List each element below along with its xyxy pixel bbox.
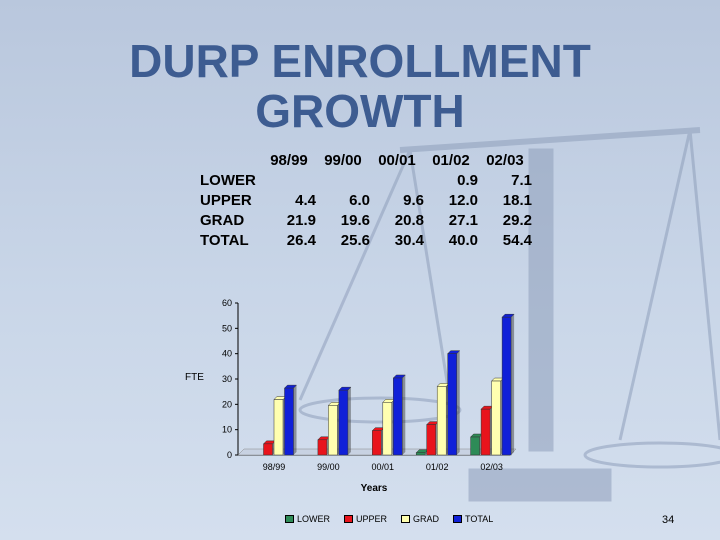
table-cell: 30.4 (394, 231, 424, 249)
bar-side (347, 387, 351, 455)
legend-swatch (344, 515, 354, 523)
bar-upper (317, 439, 328, 456)
table-cell: 6.0 (349, 191, 370, 209)
row-label: GRAD (200, 211, 245, 229)
x-axis-label: Years (361, 483, 388, 494)
y-tick-label: 30 (222, 374, 232, 384)
table-cell: 29.2 (502, 211, 532, 229)
bar-upper (480, 408, 491, 456)
table-cell: 4.4 (295, 191, 316, 209)
x-tick-label: 02/03 (480, 462, 503, 472)
chart-legend: LOWER UPPER GRAD TOTAL (285, 514, 493, 524)
table-cell: 26.4 (286, 231, 316, 249)
bar-grad (382, 402, 393, 456)
table-cell: 7.1 (511, 171, 532, 189)
bar-total (338, 389, 349, 456)
x-tick-label: 99/00 (317, 462, 340, 472)
enrollment-table: 98/99 99/00 00/01 01/02 02/03 LOWER 0.9 … (200, 150, 532, 250)
bar-side (456, 350, 460, 455)
y-tick-label: 10 (222, 425, 232, 435)
legend-label: GRAD (413, 514, 440, 524)
bar-upper (426, 424, 436, 456)
bar-upper (372, 430, 382, 456)
x-tick-label: 00/01 (372, 462, 395, 472)
bar-lower (415, 452, 426, 456)
title-line-2: GROWTH (255, 85, 465, 137)
bar-total (284, 387, 294, 456)
bar-grad (491, 380, 501, 456)
table-cell: 21.9 (286, 211, 316, 229)
table-cell: 19.6 (340, 211, 370, 229)
title-line-1: DURP ENROLLMENT (129, 35, 591, 87)
table-header: 99/00 (324, 151, 362, 169)
legend-label: TOTAL (465, 514, 494, 524)
x-tick-label: 01/02 (426, 462, 449, 472)
legend-item: UPPER (344, 514, 387, 524)
legend-label: UPPER (356, 514, 388, 524)
row-label: TOTAL (200, 231, 249, 249)
legend-swatch (401, 515, 411, 523)
bar-lower (470, 436, 480, 456)
table-cell: 54.4 (502, 231, 532, 249)
y-tick-label: 0 (227, 450, 232, 460)
legend-swatch (285, 515, 294, 523)
table-cell: 27.1 (448, 211, 478, 229)
y-tick-label: 40 (222, 349, 232, 359)
x-tick-label: 98/99 (263, 462, 286, 472)
bar-grad (273, 399, 284, 456)
table-cell: 25.6 (340, 231, 370, 249)
legend-item: TOTAL (453, 514, 493, 524)
table-header: 01/02 (432, 151, 470, 169)
bar-side (293, 385, 297, 455)
table-row: LOWER 0.9 7.1 (200, 170, 532, 190)
row-label: LOWER (200, 171, 256, 189)
table-cell: 12.0 (448, 191, 478, 209)
bar-side (511, 314, 515, 455)
legend-item: LOWER (285, 514, 330, 524)
y-tick-label: 60 (222, 298, 232, 308)
bar-total (501, 316, 512, 456)
table-header: 00/01 (378, 151, 416, 169)
table-cell: 20.8 (394, 211, 424, 229)
legend-item: GRAD (401, 514, 439, 524)
page-number: 34 (662, 514, 675, 526)
bar-total (393, 377, 403, 456)
y-axis-label: FTE (185, 372, 204, 383)
table-row: TOTAL 26.4 25.6 30.4 40.0 54.4 (200, 230, 532, 250)
bar-grad (328, 405, 338, 456)
slide-title: DURP ENROLLMENT GROWTH (0, 36, 720, 136)
table-cell: 40.0 (448, 231, 478, 249)
table-row: UPPER 4.4 6.0 9.6 12.0 18.1 (200, 190, 532, 210)
bar-grad (436, 386, 447, 456)
bar-side (402, 374, 406, 455)
bar-total (447, 353, 457, 456)
row-label: UPPER (200, 191, 252, 209)
table-cell: 18.1 (502, 191, 532, 209)
table-cell: 0.9 (457, 171, 478, 189)
table-cell: 9.6 (403, 191, 424, 209)
table-header-row: 98/99 99/00 00/01 01/02 02/03 (200, 150, 532, 170)
legend-label: LOWER (297, 514, 331, 524)
y-tick-label: 20 (222, 399, 232, 409)
legend-swatch (453, 515, 463, 523)
y-tick-label: 50 (222, 323, 232, 333)
table-header: 02/03 (486, 151, 524, 169)
bar-upper (263, 443, 273, 456)
table-header: 98/99 (270, 151, 308, 169)
table-row: GRAD 21.9 19.6 20.8 27.1 29.2 (200, 210, 532, 230)
